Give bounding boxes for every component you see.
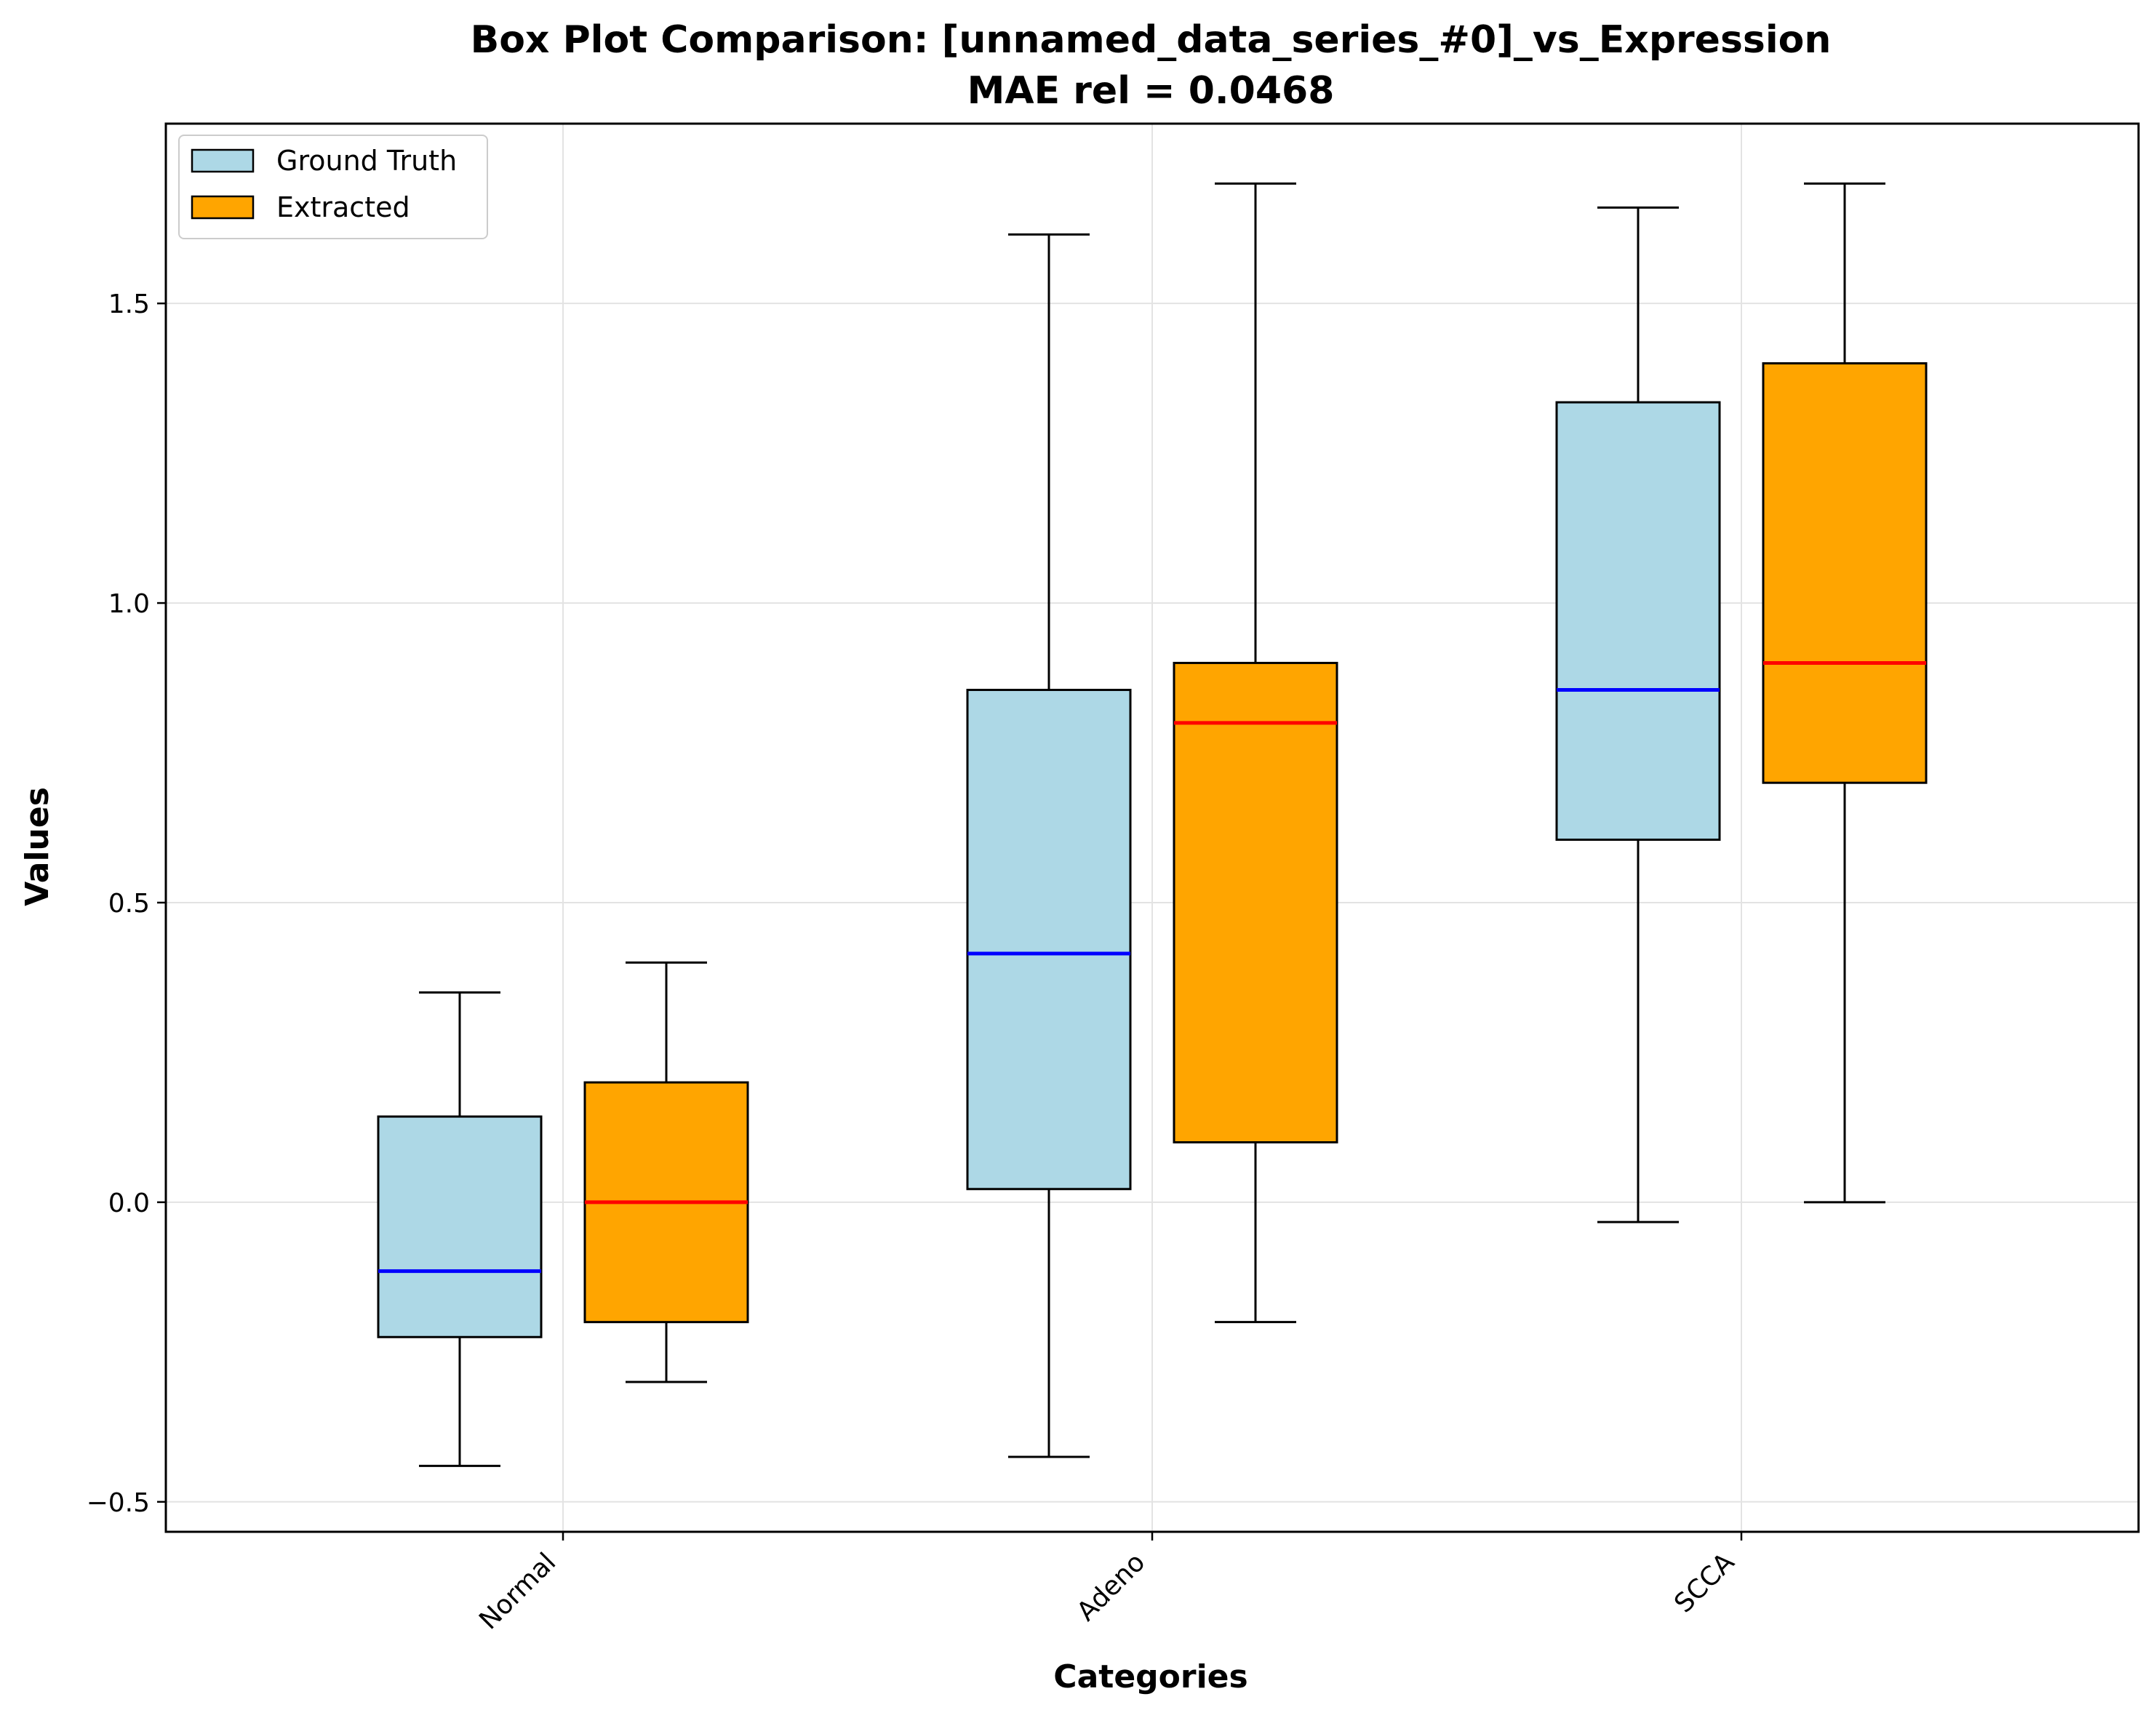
x-axis-label: Categories <box>1053 1658 1247 1695</box>
box-body <box>1555 401 1721 841</box>
legend-swatch-1 <box>191 148 255 173</box>
y-tick-label: 0.0 <box>108 1188 150 1218</box>
plot-boxes <box>377 182 1928 1467</box>
legend-label-2: Extracted <box>276 191 410 223</box>
box-body <box>1762 362 1928 784</box>
box-extracted-normal <box>583 961 749 1383</box>
y-tick-label: 1.0 <box>108 589 150 619</box>
box-ground-truth-normal <box>377 991 543 1467</box>
chart-title: Box Plot Comparison: [unnamed_data_serie… <box>471 18 1832 62</box>
legend: Ground Truth Extracted <box>178 135 488 239</box>
y-tick-label: −0.5 <box>87 1488 150 1518</box>
x-tick-label: SCCA <box>1669 1547 1740 1618</box>
x-tick-label: Normal <box>474 1547 562 1635</box>
box-ground-truth-adeno <box>966 233 1132 1458</box>
legend-frame <box>178 135 488 239</box>
y-tick-label: 1.5 <box>108 289 150 319</box>
legend-swatch-2 <box>191 195 255 220</box>
legend-label-1: Ground Truth <box>276 145 457 177</box>
axis-ticks: −0.5 0.0 0.5 1.0 1.5 Normal Adeno SCCA <box>87 289 1743 1635</box>
box-body <box>1173 661 1338 1144</box>
y-tick-label: 0.5 <box>108 889 150 919</box>
box-body <box>966 689 1132 1191</box>
box-body <box>377 1115 543 1338</box>
box-ground-truth-scca <box>1555 206 1721 1223</box>
x-tick-label: Adeno <box>1071 1547 1151 1626</box>
box-extracted-scca <box>1762 182 1928 1204</box>
box-extracted-adeno <box>1173 182 1338 1324</box>
y-axis-label: Values <box>19 787 56 906</box>
chart-subtitle: MAE rel = 0.0468 <box>967 69 1335 113</box>
